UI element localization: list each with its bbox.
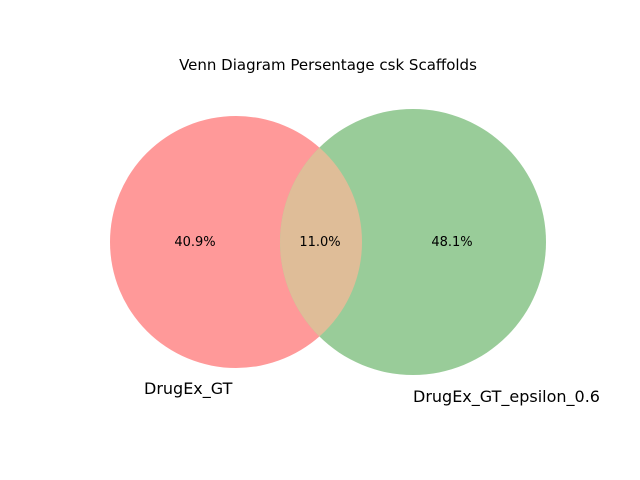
- set-a-name: DrugEx_GT: [144, 379, 233, 399]
- set-b-name: DrugEx_GT_epsilon_0.6: [413, 387, 600, 407]
- set-b-only-label: 48.1%: [431, 235, 472, 250]
- intersection-label: 11.0%: [299, 235, 340, 250]
- set-a-only-label: 40.9%: [174, 235, 215, 250]
- set-b-circle: [280, 109, 546, 375]
- diagram-title: Venn Diagram Persentage csk Scaffolds: [179, 56, 477, 74]
